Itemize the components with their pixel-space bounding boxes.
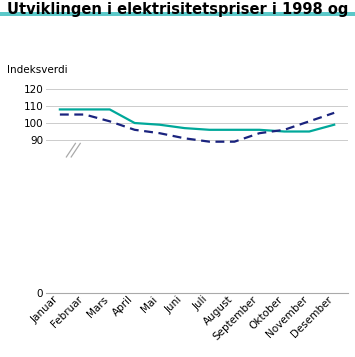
Text: Indeksverdi: Indeksverdi: [7, 65, 68, 75]
Text: Utviklingen i elektrisitetspriser i 1998 og 1999: Utviklingen i elektrisitetspriser i 1998…: [7, 2, 355, 17]
